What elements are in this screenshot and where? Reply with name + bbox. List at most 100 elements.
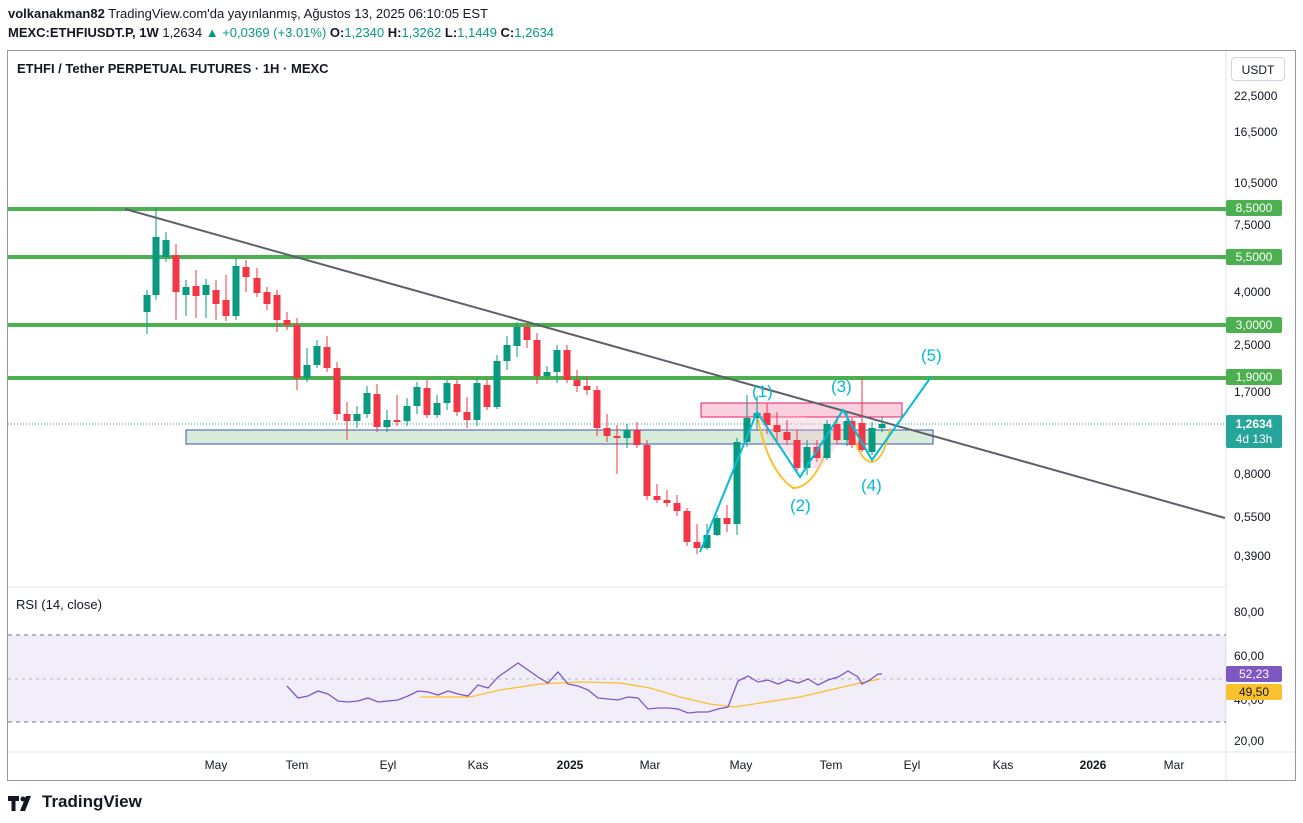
candle-body [363, 393, 371, 414]
candle-body [242, 267, 250, 277]
high-label: H: [387, 25, 402, 40]
candle-body [563, 350, 571, 380]
candle-body [653, 496, 661, 500]
candle-body [453, 384, 461, 412]
publish-info: volkanakman82 TradingView.com'da yayınla… [8, 6, 488, 21]
candle-body [723, 518, 731, 524]
candle-body [303, 365, 311, 378]
rsi-ma-line[interactable] [420, 678, 881, 708]
candle-body [493, 361, 501, 407]
candle-body [403, 406, 411, 421]
level-badge[interactable]: 5,5000 [1226, 249, 1282, 265]
x-tick: Kas [992, 758, 1014, 772]
bar-countdown: 4d 13h [1235, 432, 1273, 446]
candle-body [483, 385, 491, 407]
candlestick-series[interactable] [143, 207, 886, 554]
cup-curve[interactable] [756, 413, 831, 490]
wave-label-1: (1) [752, 382, 773, 401]
candle-body [623, 430, 631, 438]
close-label: C: [500, 25, 515, 40]
rsi-line[interactable] [286, 662, 882, 714]
wave-label-4: (4) [861, 476, 882, 495]
level-badge[interactable]: 1,9000 [1226, 369, 1282, 385]
candle-body [343, 414, 351, 421]
candle-body [212, 290, 220, 304]
resistance-zone[interactable] [700, 402, 903, 418]
candle-body [353, 414, 361, 421]
wave-label-2: (2) [790, 496, 811, 515]
y-tick: 4,0000 [1234, 285, 1271, 299]
candle-body [693, 542, 701, 548]
author-name[interactable]: volkanakman82 [8, 6, 105, 21]
candle-body [753, 413, 761, 418]
candle-body [743, 418, 751, 442]
trend-line[interactable] [124, 208, 1226, 519]
chart-frame [7, 50, 1296, 781]
candle-body [603, 428, 611, 436]
level-badge[interactable]: 8,5000 [1226, 200, 1282, 216]
candle-body [513, 327, 521, 346]
candle-body [503, 345, 511, 361]
candle-body [803, 447, 811, 468]
x-tick: Mar [1163, 758, 1185, 772]
candle-body [172, 255, 180, 292]
open-label: O: [329, 25, 345, 40]
candle-body [683, 511, 691, 542]
candle-body [848, 421, 856, 445]
x-tick: May [204, 758, 228, 772]
candle-body [423, 388, 431, 415]
candle-body [273, 295, 281, 320]
candle-body [793, 440, 801, 468]
candle-body [673, 503, 681, 511]
candle-body [663, 500, 671, 503]
last-price-value: 1,2634 [1235, 417, 1273, 431]
symbol-name[interactable]: MEXC:ETHFIUSDT.P, 1W [8, 25, 159, 40]
elliott-wave-path[interactable] [699, 376, 932, 553]
candle-body [152, 237, 160, 295]
y-tick: 0,3900 [1234, 549, 1271, 563]
candle-body [373, 394, 381, 427]
high-value: 1,3262 [401, 25, 442, 40]
handle-curve[interactable] [851, 427, 891, 464]
candle-body [573, 380, 581, 386]
brand-name: TradingView [42, 792, 142, 811]
y-tick: 16,5000 [1234, 125, 1278, 139]
candle-body [783, 432, 791, 440]
x-tick: Eyl [903, 758, 921, 772]
x-tick: Tem [285, 758, 309, 772]
candle-body [858, 423, 866, 450]
rsi-y-tick: 80,00 [1234, 605, 1265, 619]
x-tick-year: 2026 [1079, 758, 1107, 772]
candle-body [202, 285, 210, 295]
wave-label-3: (3) [831, 377, 852, 396]
candle-body [393, 420, 401, 422]
candle-body [593, 390, 601, 428]
candle-body [433, 403, 441, 415]
last-price: 1,2634 [162, 25, 203, 40]
candle-body [543, 372, 551, 376]
candle-body [523, 327, 531, 340]
candle-body [773, 425, 781, 432]
y-tick: 7,5000 [1234, 218, 1271, 232]
x-tick-year: 2025 [556, 758, 584, 772]
publish-date: TradingView.com'da yayınlanmış, Ağustos … [108, 6, 488, 21]
rsi-title[interactable]: RSI (14, close) [16, 597, 102, 612]
rsi-y-tick: 60,00 [1234, 649, 1265, 663]
last-price-badge: 1,2634 4d 13h [1226, 415, 1282, 448]
candle-body [553, 350, 561, 372]
currency-button[interactable]: USDT [1231, 57, 1285, 81]
tradingview-brand[interactable]: TradingView [8, 792, 142, 812]
x-tick: Mar [639, 758, 661, 772]
candle-body [763, 413, 771, 425]
candle-body [633, 430, 641, 445]
close-value: 1,2634 [514, 25, 555, 40]
candle-body [713, 518, 721, 535]
candle-body [182, 287, 190, 295]
y-tick: 0,8000 [1234, 467, 1271, 481]
level-badge[interactable]: 3,0000 [1226, 317, 1282, 333]
price-change: ▲ +0,0369 (+3.01%) [205, 25, 327, 40]
y-tick: 1,7000 [1234, 385, 1271, 399]
candle-body [383, 420, 391, 427]
x-tick: Eyl [379, 758, 397, 772]
